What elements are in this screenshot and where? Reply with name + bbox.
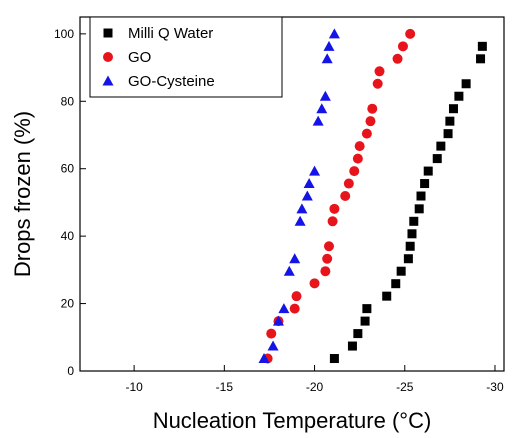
data-point-milli-q-water [432, 154, 442, 164]
legend-label-go: GO [128, 49, 151, 66]
data-point-milli-q-water [461, 79, 471, 89]
data-point-go-cysteine [316, 103, 328, 114]
data-point-go [397, 41, 408, 52]
data-point-milli-q-water [353, 329, 363, 339]
data-point-go-cysteine [303, 178, 315, 189]
legend-markers [102, 28, 114, 86]
data-point-go-cysteine [258, 353, 270, 364]
data-point-milli-q-water [443, 129, 453, 139]
data-point-go [320, 266, 331, 277]
data-point-milli-q-water [405, 241, 415, 251]
data-point-go [354, 141, 365, 152]
data-point-go [361, 128, 372, 139]
data-point-go-cysteine [312, 115, 324, 126]
data-point-milli-q-water [396, 266, 406, 276]
data-point-milli-q-water [347, 341, 357, 351]
data-point-go [372, 78, 383, 89]
data-point-milli-q-water [414, 204, 424, 214]
data-point-go-cysteine [328, 28, 340, 39]
data-point-go [327, 216, 338, 227]
data-point-go [352, 153, 363, 164]
legend-marker-go-cysteine [102, 75, 114, 86]
data-point-go-cysteine [278, 303, 290, 314]
y-tick-label: 100 [54, 27, 74, 41]
data-point-go [343, 178, 354, 189]
data-point-milli-q-water [391, 279, 401, 289]
x-tick-label: -30 [486, 380, 504, 394]
data-point-go-cysteine [309, 165, 321, 176]
x-tick-label: -10 [125, 380, 143, 394]
y-tick-label: 40 [61, 229, 75, 243]
data-point-milli-q-water [420, 179, 430, 189]
data-point-go [323, 241, 334, 252]
x-tick-label: -15 [216, 380, 234, 394]
data-point-go-cysteine [289, 253, 301, 264]
data-point-go [365, 116, 376, 127]
data-point-go-cysteine [294, 215, 306, 226]
data-point-milli-q-water [360, 316, 370, 326]
data-point-milli-q-water [362, 304, 372, 314]
data-point-go [340, 191, 351, 202]
data-point-milli-q-water [403, 254, 413, 264]
data-point-go [367, 103, 378, 114]
x-tick-label: -20 [306, 380, 324, 394]
y-tick-label: 80 [61, 94, 75, 108]
data-point-go [349, 166, 360, 177]
data-point-go [291, 291, 302, 302]
legend-label-go-cysteine: GO-Cysteine [128, 73, 215, 90]
data-point-milli-q-water [445, 116, 455, 126]
data-point-go-cysteine [296, 203, 308, 214]
data-point-milli-q-water [477, 41, 487, 51]
y-tick-label: 0 [67, 364, 74, 378]
data-point-milli-q-water [416, 191, 426, 201]
data-points [258, 28, 487, 364]
legend-label-milli-q-water: Milli Q Water [128, 25, 213, 42]
x-axis-title: Nucleation Temperature (°C) [153, 408, 432, 433]
data-point-go [266, 328, 277, 339]
data-point-go-cysteine [267, 340, 279, 351]
y-axis-title: Drops frozen (%) [10, 111, 35, 277]
data-point-go-cysteine [301, 190, 313, 201]
data-point-milli-q-water [329, 354, 339, 364]
data-point-milli-q-water [409, 216, 419, 226]
data-point-milli-q-water [436, 141, 446, 151]
data-point-milli-q-water [448, 104, 458, 114]
tick-labels: -10 -15 -20 -25 -30 0 20 40 60 80 100 [54, 27, 504, 394]
data-point-go-cysteine [283, 265, 295, 276]
legend: Milli Q Water GO GO-Cysteine [89, 16, 283, 98]
data-point-go-cysteine [323, 40, 335, 51]
x-tick-label: -25 [396, 380, 414, 394]
data-point-go [392, 53, 403, 64]
data-point-go [309, 278, 320, 289]
data-point-milli-q-water [454, 91, 464, 101]
axis-ticks [80, 33, 496, 372]
y-tick-label: 20 [61, 297, 75, 311]
data-point-go-cysteine [319, 90, 331, 101]
data-point-go [329, 203, 340, 214]
legend-marker-milli-q-water [103, 28, 113, 38]
data-point-go [322, 253, 333, 264]
data-point-go [374, 66, 385, 77]
data-point-go-cysteine [272, 315, 284, 326]
y-tick-label: 60 [61, 162, 75, 176]
legend-box [89, 16, 283, 98]
data-point-milli-q-water [382, 291, 392, 301]
data-point-go-cysteine [321, 53, 333, 64]
data-point-milli-q-water [423, 166, 433, 176]
data-point-go [405, 28, 416, 39]
data-point-go [289, 303, 300, 314]
data-point-milli-q-water [407, 229, 417, 239]
data-point-milli-q-water [476, 54, 486, 64]
legend-marker-go [103, 52, 113, 62]
